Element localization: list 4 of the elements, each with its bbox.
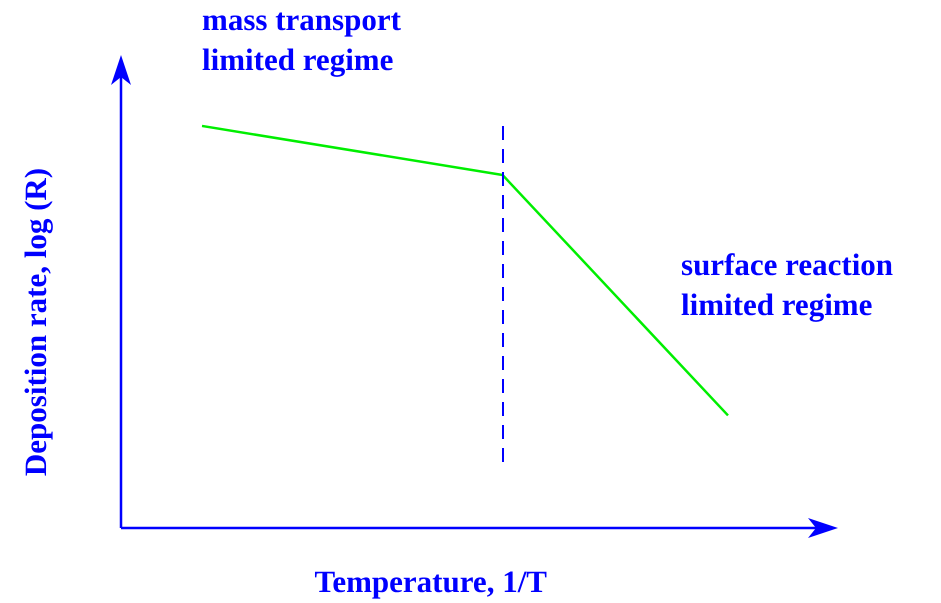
text: mass transport limited regime [202,1,401,79]
annotation: surface reaction limited regime [681,246,894,324]
y-axis-title: Deposition rate, log (R) [17,167,54,476]
x-axis-title: Temperature, 1/T [314,563,547,601]
